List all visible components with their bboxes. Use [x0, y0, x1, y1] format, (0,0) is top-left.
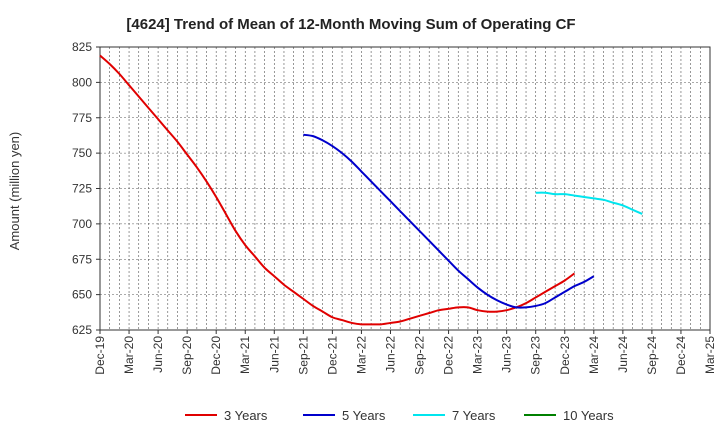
y-tick-label: 700 [72, 217, 92, 231]
x-tick-label: Jun-24 [616, 336, 630, 373]
series-line-7-years [535, 191, 643, 215]
y-tick-label: 675 [72, 252, 92, 266]
series-line-3-years [99, 54, 576, 326]
x-tick-label: Jun-22 [383, 336, 397, 373]
x-tick-label: Mar-20 [122, 336, 136, 374]
y-axis: 625 650 675 700 725 750 775 800 825 [72, 40, 100, 337]
series-line-5-years [303, 133, 595, 309]
y-tick-label: 650 [72, 288, 92, 302]
x-tick-label: Sep-22 [413, 336, 427, 375]
y-axis-label: Amount (million yen) [7, 132, 22, 251]
x-tick-label: Dec-20 [209, 336, 223, 375]
x-tick-label: Dec-24 [674, 336, 688, 375]
y-tick-label: 750 [72, 146, 92, 160]
x-tick-label: Mar-21 [238, 336, 252, 374]
x-tick-label: Sep-24 [645, 336, 659, 375]
legend: 3 Years 5 Years 7 Years 10 Years [185, 408, 614, 423]
legend-label-7-years: 7 Years [452, 408, 496, 423]
y-tick-label: 625 [72, 323, 92, 337]
series-group [99, 54, 643, 326]
chart-title: [4624] Trend of Mean of 12-Month Moving … [126, 16, 575, 33]
y-tick-label: 800 [72, 75, 92, 89]
legend-label-10-years: 10 Years [563, 408, 614, 423]
x-tick-label: Sep-21 [296, 336, 310, 375]
x-tick-label: Sep-20 [180, 336, 194, 375]
x-axis: Dec-19 Mar-20 Jun-20 Sep-20 Dec-20 Mar-21 Jun-… [93, 330, 717, 375]
x-tick-label: Dec-19 [93, 336, 107, 375]
y-tick-label: 775 [72, 111, 92, 125]
x-tick-label: Mar-24 [587, 336, 601, 374]
legend-label-3-years: 3 Years [224, 408, 268, 423]
x-tick-label: Dec-23 [558, 336, 572, 375]
x-tick-label: Mar-25 [703, 336, 717, 374]
x-tick-label: Jun-21 [267, 336, 281, 373]
y-tick-label: 825 [72, 40, 92, 54]
x-tick-label: Jun-23 [500, 336, 514, 373]
grid [100, 47, 710, 330]
x-tick-label: Mar-23 [471, 336, 485, 374]
x-tick-label: Dec-22 [442, 336, 456, 375]
x-tick-label: Jun-20 [151, 336, 165, 373]
legend-label-5-years: 5 Years [342, 408, 386, 423]
y-tick-label: 725 [72, 182, 92, 196]
x-tick-label: Dec-21 [325, 336, 339, 375]
x-tick-label: Mar-22 [354, 336, 368, 374]
x-tick-label: Sep-23 [529, 336, 543, 375]
